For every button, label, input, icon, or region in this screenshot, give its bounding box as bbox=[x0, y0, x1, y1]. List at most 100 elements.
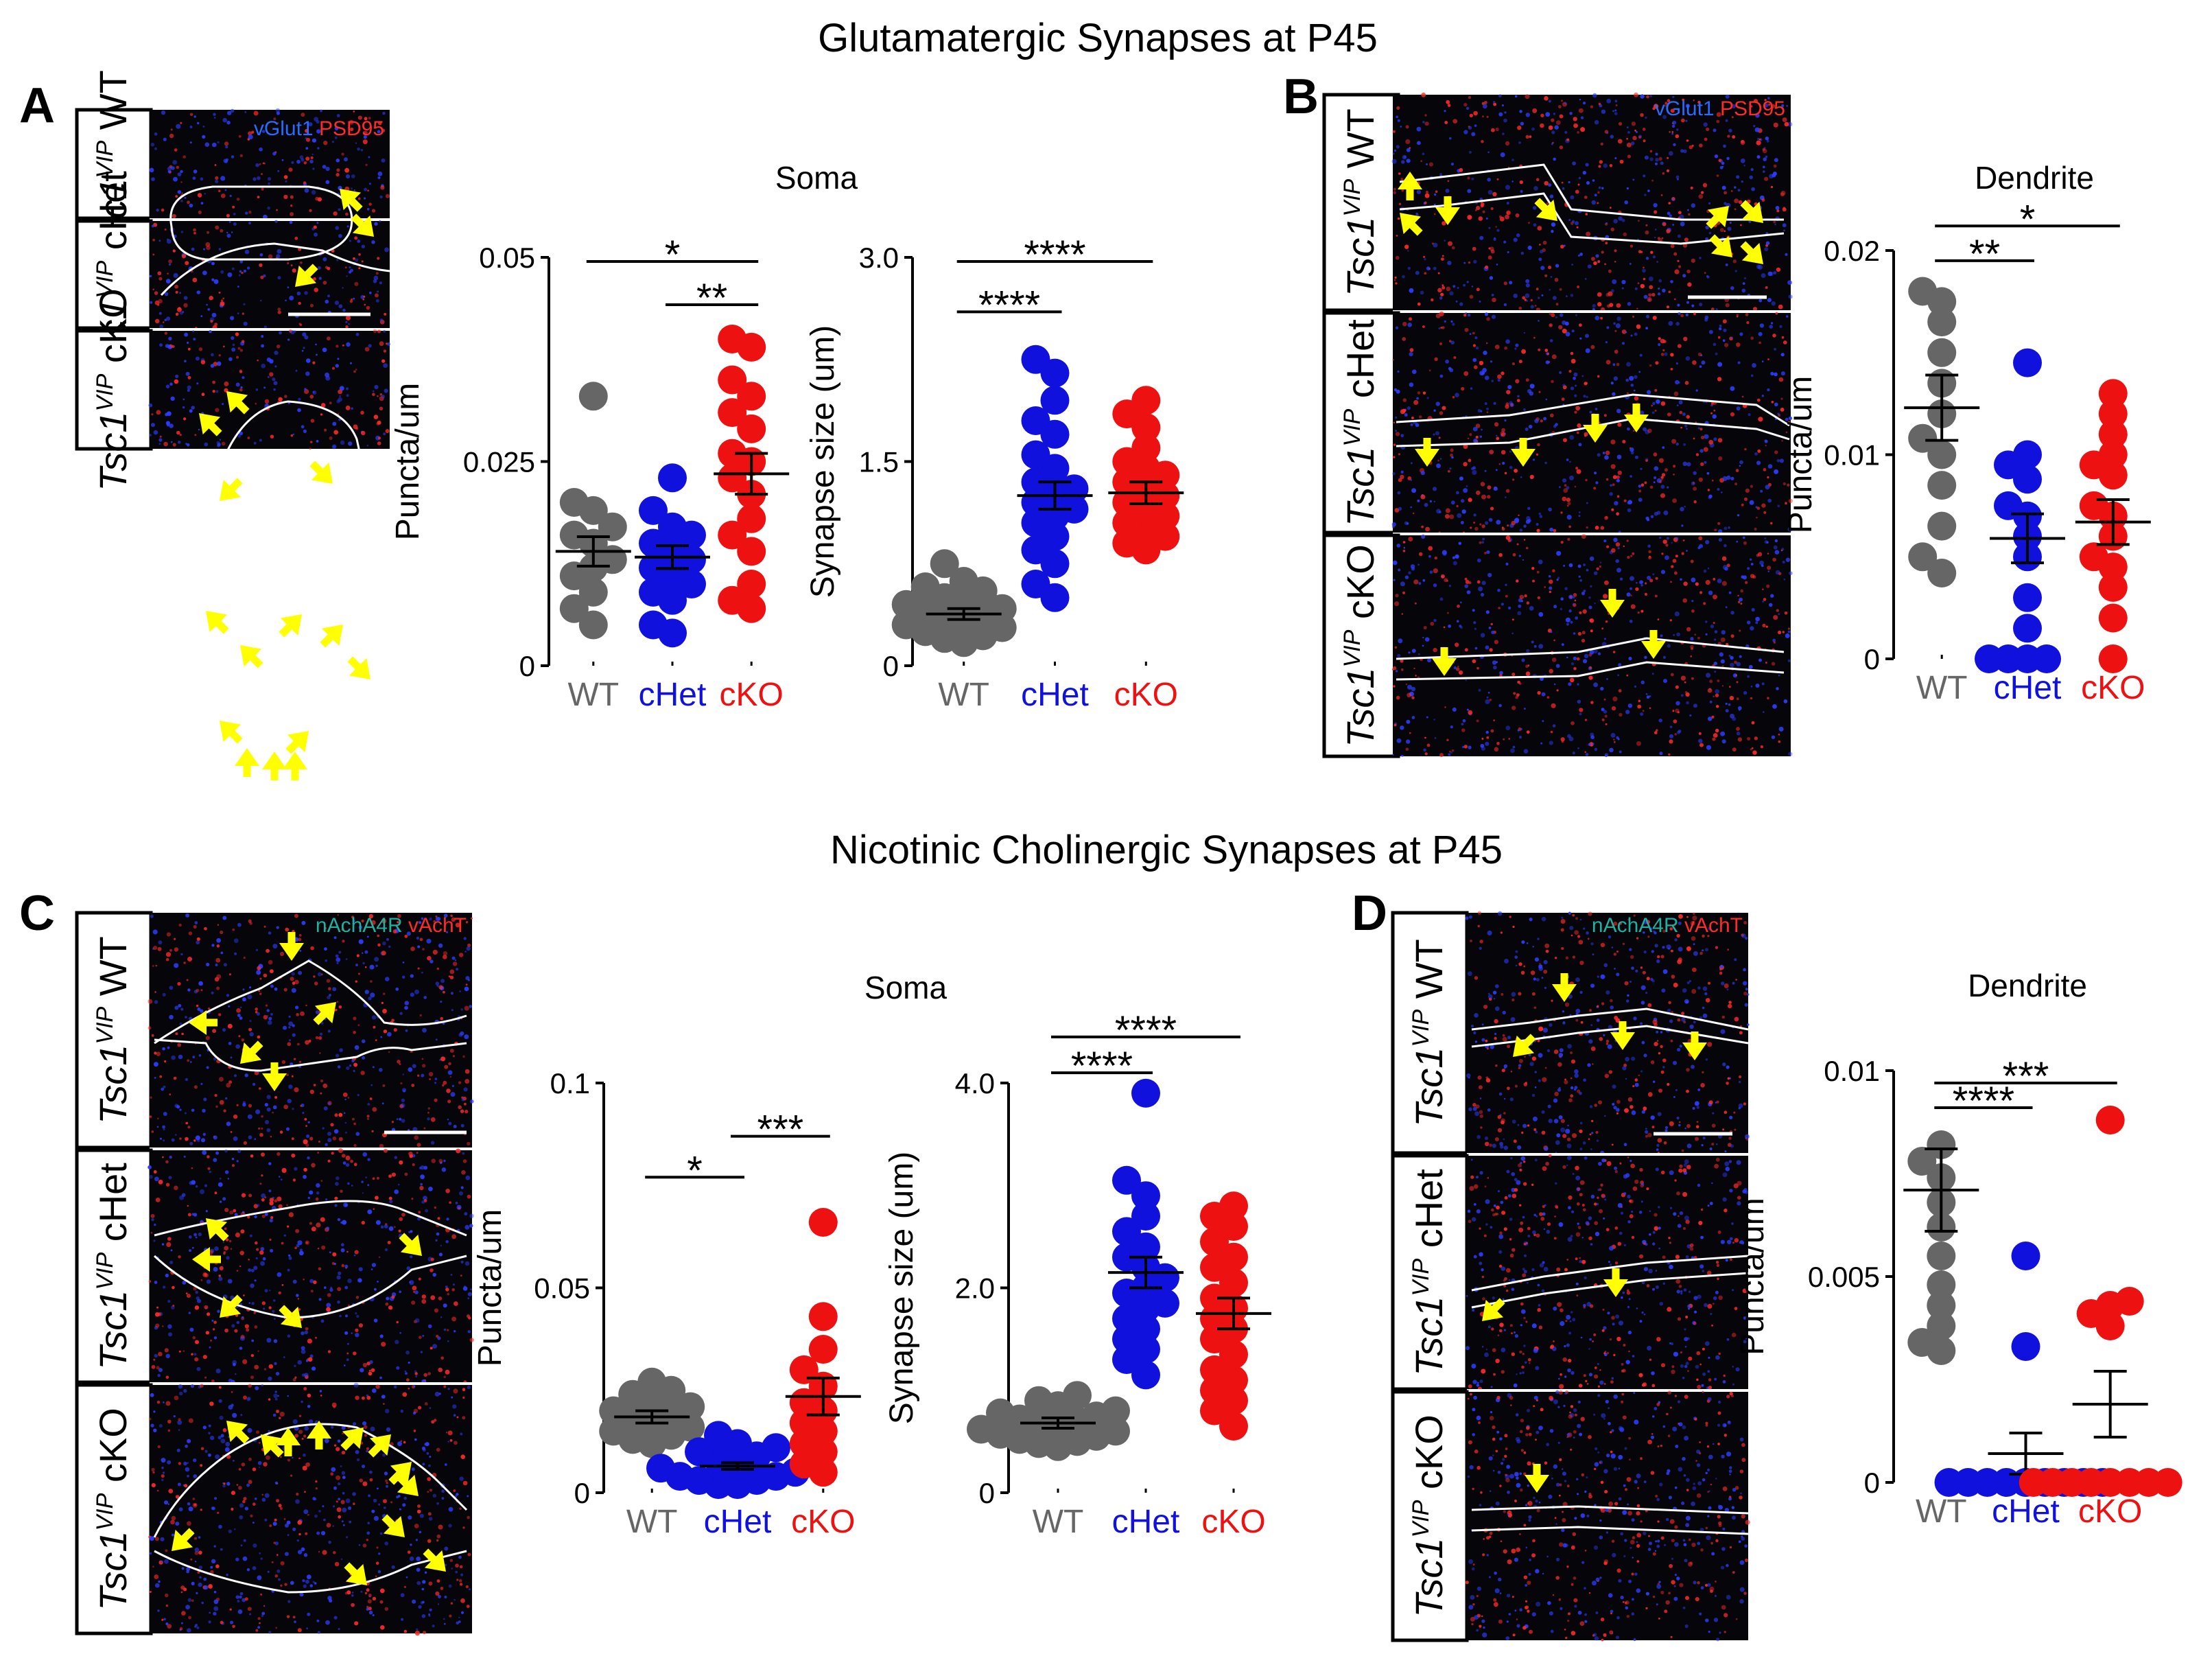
red-punctum bbox=[1645, 459, 1648, 462]
blue-punctum bbox=[1672, 1060, 1678, 1065]
blue-punctum bbox=[1786, 104, 1789, 107]
blue-punctum bbox=[177, 1420, 183, 1425]
red-punctum bbox=[1669, 739, 1673, 744]
red-punctum bbox=[415, 1372, 418, 1375]
red-punctum bbox=[212, 390, 215, 393]
red-punctum bbox=[244, 1597, 248, 1601]
blue-punctum bbox=[1411, 649, 1416, 653]
blue-punctum bbox=[276, 1272, 282, 1277]
red-punctum bbox=[1647, 428, 1652, 433]
blue-punctum bbox=[1426, 397, 1429, 399]
blue-punctum bbox=[1747, 675, 1750, 678]
blue-punctum bbox=[1728, 128, 1732, 133]
red-punctum bbox=[344, 167, 349, 173]
red-punctum bbox=[368, 1371, 373, 1376]
blue-punctum bbox=[1573, 596, 1575, 599]
red-punctum bbox=[265, 1004, 268, 1007]
blue-punctum bbox=[377, 1281, 379, 1283]
blue-punctum bbox=[222, 117, 228, 123]
blue-punctum bbox=[1785, 633, 1790, 638]
red-punctum bbox=[361, 260, 364, 263]
red-punctum bbox=[1683, 581, 1688, 586]
red-punctum bbox=[385, 429, 390, 434]
blue-punctum bbox=[303, 429, 307, 434]
red-punctum bbox=[1570, 596, 1573, 598]
red-punctum bbox=[276, 1152, 281, 1156]
red-punctum bbox=[298, 933, 302, 937]
red-punctum bbox=[294, 913, 298, 918]
blue-punctum bbox=[1541, 692, 1546, 697]
red-punctum bbox=[309, 1137, 314, 1141]
blue-punctum bbox=[1439, 511, 1442, 513]
red-punctum bbox=[1424, 193, 1430, 198]
blue-punctum bbox=[1644, 155, 1649, 160]
red-punctum bbox=[377, 329, 381, 334]
red-punctum bbox=[272, 1111, 274, 1114]
blue-punctum bbox=[1549, 339, 1553, 342]
red-punctum bbox=[1411, 696, 1415, 699]
blue-punctum bbox=[188, 1235, 192, 1239]
red-punctum bbox=[1505, 404, 1509, 409]
red-punctum bbox=[1391, 668, 1394, 671]
blue-punctum bbox=[416, 936, 420, 940]
red-punctum bbox=[212, 1029, 217, 1034]
red-punctum bbox=[178, 1350, 181, 1353]
blue-punctum bbox=[185, 371, 190, 376]
blue-punctum bbox=[1548, 507, 1552, 512]
red-punctum bbox=[155, 1198, 161, 1202]
blue-punctum bbox=[327, 1138, 332, 1143]
red-punctum bbox=[270, 1216, 274, 1220]
red-punctum bbox=[428, 1071, 434, 1077]
red-punctum bbox=[1652, 107, 1656, 110]
red-punctum bbox=[468, 1316, 471, 1320]
red-punctum bbox=[264, 1196, 267, 1198]
blue-punctum bbox=[1739, 332, 1743, 336]
blue-punctum bbox=[268, 1162, 272, 1165]
blue-punctum bbox=[455, 1202, 458, 1204]
red-punctum bbox=[307, 1357, 313, 1362]
blue-punctum bbox=[1549, 527, 1554, 532]
blue-punctum bbox=[1545, 112, 1551, 117]
yellow-arrow-head bbox=[192, 1247, 210, 1272]
blue-punctum bbox=[304, 188, 309, 193]
red-punctum bbox=[292, 1616, 296, 1619]
red-punctum bbox=[1540, 419, 1543, 423]
blue-punctum bbox=[1765, 155, 1768, 159]
blue-punctum bbox=[213, 113, 216, 116]
red-punctum bbox=[427, 1491, 430, 1493]
blue-punctum bbox=[370, 1268, 373, 1270]
blue-punctum bbox=[158, 312, 162, 315]
red-punctum bbox=[1717, 377, 1722, 382]
red-punctum bbox=[442, 1084, 445, 1087]
blue-punctum bbox=[1787, 659, 1791, 662]
blue-punctum bbox=[336, 962, 339, 964]
red-punctum bbox=[1464, 648, 1468, 652]
blue-punctum bbox=[373, 1318, 378, 1323]
blue-punctum bbox=[284, 1523, 289, 1528]
red-punctum bbox=[1585, 478, 1588, 482]
blue-punctum bbox=[1680, 149, 1684, 153]
blue-punctum bbox=[148, 1165, 152, 1169]
blue-punctum bbox=[206, 1279, 211, 1284]
blue-punctum bbox=[303, 347, 305, 349]
red-punctum bbox=[192, 1498, 196, 1500]
blue-punctum bbox=[374, 957, 379, 962]
blue-punctum bbox=[394, 1189, 399, 1194]
blue-punctum bbox=[1691, 304, 1695, 307]
red-punctum bbox=[1695, 453, 1699, 456]
cell-outline bbox=[160, 242, 390, 296]
red-punctum bbox=[1476, 206, 1481, 211]
red-punctum bbox=[1494, 640, 1499, 644]
red-punctum bbox=[368, 1369, 371, 1372]
red-punctum bbox=[1393, 421, 1396, 423]
blue-punctum bbox=[1754, 127, 1760, 132]
blue-punctum bbox=[1530, 305, 1534, 309]
red-punctum bbox=[1778, 304, 1783, 310]
red-punctum bbox=[195, 1340, 199, 1344]
blue-punctum bbox=[1645, 257, 1649, 260]
blue-punctum bbox=[377, 130, 381, 134]
blue-punctum bbox=[1783, 699, 1788, 703]
blue-punctum bbox=[1750, 563, 1754, 566]
red-punctum bbox=[366, 1447, 370, 1450]
blue-punctum bbox=[193, 115, 196, 118]
